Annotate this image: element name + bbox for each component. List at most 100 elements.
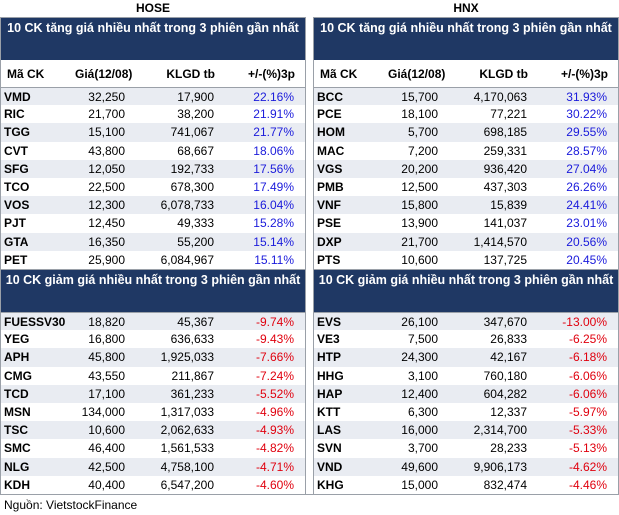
ticker-cell: NLG [4,459,30,474]
price-cell: 15,800 [401,198,438,213]
ticker-cell: MSN [4,405,31,420]
panel-title: 10 CK giảm giá nhiều nhất trong 3 phiên … [1,270,305,312]
volume-cell: 4,758,100 [160,459,214,474]
volume-cell: 1,317,033 [160,405,214,420]
ticker-cell: TCO [4,180,30,195]
hose-losers-panel: 10 CK giảm giá nhiều nhất trong 3 phiên … [0,269,306,494]
change-cell: -7.24% [255,368,294,383]
change-cell: 20.56% [566,234,607,249]
volume-cell: 2,314,700 [473,423,527,438]
table-row: DXP 21,700 1,414,570 20.56% [314,232,618,251]
column-header-row: Mã CK Giá(12/08) KLGD tb +/-(%)3p [1,60,305,87]
price-cell: 12,050 [88,161,125,176]
price-cell: 15,100 [88,125,125,140]
ticker-cell: HHG [317,368,344,383]
table-row: VNF 15,800 15,839 24.41% [314,196,618,215]
price-cell: 3,100 [407,368,438,383]
ticker-cell: APH [4,350,30,365]
change-cell: 20.45% [566,252,607,267]
volume-cell: 49,333 [177,216,214,231]
volume-cell: 347,670 [483,314,527,329]
change-cell: 21.77% [253,125,294,140]
volume-cell: 77,221 [490,107,527,122]
table-row: SVN 3,700 28,233 -5.13% [314,439,618,458]
price-cell: 20,200 [401,161,438,176]
col-volume: KLGD tb [479,66,528,81]
table-row: VND 49,600 9,906,173 -4.62% [314,457,618,476]
change-cell: -4.96% [255,405,294,420]
volume-cell: 38,200 [177,107,214,122]
ticker-cell: VOS [4,198,30,213]
ticker-cell: KTT [317,405,341,420]
col-ticker: Mã CK [320,66,358,81]
table-row: VGS 20,200 936,420 27.04% [314,159,618,178]
price-cell: 42,500 [88,459,125,474]
col-volume: KLGD tb [166,66,215,81]
ticker-cell: CVT [4,143,28,158]
volume-cell: 192,733 [170,161,214,176]
change-cell: 29.55% [566,125,607,140]
change-cell: 17.56% [253,161,294,176]
hnx-exchange-title: HNX [453,1,479,15]
price-cell: 46,400 [88,441,125,456]
table-row: PMB 12,500 437,303 26.26% [314,177,618,197]
price-cell: 15,700 [401,89,438,104]
col-change: +/-(%)3p [247,66,295,81]
table-row: HTP 24,300 42,167 -6.18% [314,348,618,367]
hose-exchange-title: HOSE [135,1,170,15]
ticker-cell: VGS [317,161,343,176]
volume-cell: 1,925,033 [160,350,214,365]
ticker-cell: VE3 [317,332,340,347]
ticker-cell: TGG [4,125,30,140]
volume-cell: 15,839 [490,198,527,213]
table-row: TCO 22,500 678,300 17.49% [1,177,305,197]
change-cell: 15.11% [254,252,294,267]
table-row: TSC 10,600 2,062,633 -4.93% [1,421,305,440]
change-cell: 16.04% [253,198,294,213]
panel-title: 10 CK tăng giá nhiều nhất trong 3 phiên … [1,18,305,60]
table-row: PTS 10,600 137,725 20.45% [314,250,618,269]
volume-cell: 6,078,733 [160,198,214,213]
table-row: PET 25,900 6,084,967 15.11% [1,250,305,269]
price-cell: 16,000 [401,423,438,438]
col-change: +/-(%)3p [560,66,608,81]
change-cell: 17.49% [253,180,294,195]
table-row: APH 45,800 1,925,033 -7.66% [1,348,305,367]
table-row: SMC 46,400 1,561,533 -4.82% [1,439,305,458]
table-row: KTT 6,300 12,337 -5.97% [314,402,618,422]
ticker-cell: SVN [317,441,342,456]
volume-cell: 741,067 [170,125,214,140]
price-cell: 10,600 [401,252,438,267]
ticker-cell: PMB [317,180,344,195]
price-cell: 45,800 [88,350,125,365]
volume-cell: 9,906,173 [473,459,527,474]
change-cell: 15.14% [253,234,294,249]
change-cell: 28.57% [566,143,607,158]
price-cell: 5,700 [407,125,438,140]
ticker-cell: HOM [317,125,345,140]
volume-cell: 832,474 [483,477,527,492]
hose-gainers-rows: VMD 32,250 17,900 22.16% RIC 21,700 38,200 21.9… [1,87,305,269]
price-cell: 32,250 [88,89,125,104]
table-row: GTA 16,350 55,200 15.14% [1,232,305,251]
volume-cell: 636,633 [170,332,214,347]
ticker-cell: HTP [317,350,341,365]
ticker-cell: TCD [4,386,29,401]
price-cell: 3,700 [407,441,438,456]
price-cell: 49,600 [401,459,438,474]
price-cell: 134,000 [81,405,125,420]
change-cell: 23.01% [566,216,607,231]
volume-cell: 6,547,200 [160,477,214,492]
ticker-cell: EVS [317,314,342,329]
volume-cell: 698,185 [483,125,527,140]
ticker-cell: PSE [317,216,342,231]
change-cell: -4.82% [255,441,294,456]
col-ticker: Mã CK [7,66,45,81]
table-row: TGG 15,100 741,067 21.77% [1,123,305,142]
table-row: MSN 134,000 1,317,033 -4.96% [1,402,305,422]
hnx-losers-rows: EVS 26,100 347,670 -13.00% VE3 7,500 26,833 -6.… [314,312,618,494]
change-cell: -5.33% [568,423,607,438]
table-row: MAC 7,200 259,331 28.57% [314,141,618,160]
table-row: PJT 12,450 49,333 15.28% [1,214,305,233]
ticker-cell: SFG [4,161,29,176]
